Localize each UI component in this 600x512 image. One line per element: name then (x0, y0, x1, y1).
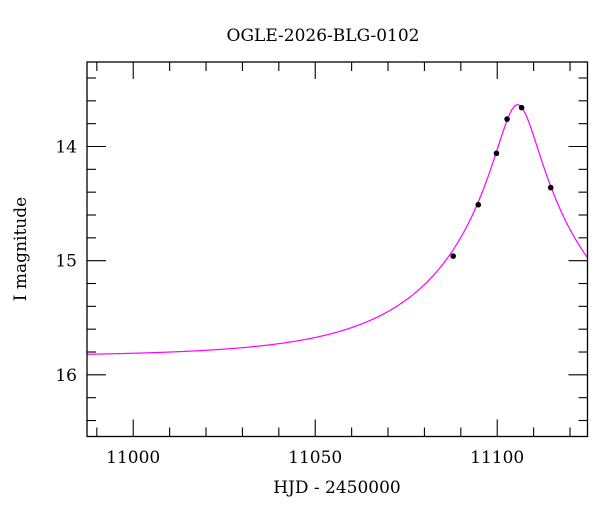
x-tick-label: 11050 (288, 448, 342, 468)
data-point (547, 184, 554, 191)
x-axis-label: HJD - 2450000 (273, 478, 401, 498)
data-point (450, 253, 456, 259)
data-point (504, 116, 510, 122)
y-tick-label: 16 (55, 366, 77, 386)
axis-ticks (87, 62, 588, 437)
x-tick-label: 11100 (470, 448, 524, 468)
x-tick-labels: 11000 11050 11100 (106, 448, 524, 468)
chart-title: OGLE-2026-BLG-0102 (227, 26, 420, 46)
x-tick-label: 11000 (106, 448, 160, 468)
y-axis-label: I magnitude (11, 197, 31, 301)
plot-frame (86, 61, 589, 438)
y-tick-label: 14 (55, 137, 77, 157)
data-point (493, 150, 500, 157)
data-point (475, 201, 482, 208)
y-tick-label: 15 (55, 252, 77, 272)
y-tick-labels: 14 15 16 (55, 137, 77, 385)
data-points (450, 104, 554, 259)
data-point (518, 104, 525, 111)
model-curve (87, 104, 588, 355)
